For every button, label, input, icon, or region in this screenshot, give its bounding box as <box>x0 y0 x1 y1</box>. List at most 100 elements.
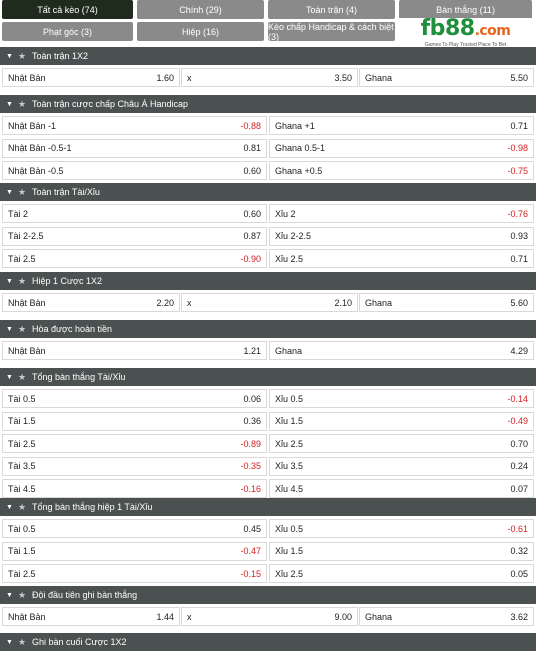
market-header[interactable]: ▼ ★ Toàn trận cược chấp Châu Á Handicap <box>0 95 536 113</box>
odds-value: 5.60 <box>510 297 528 308</box>
selection-label: Nhật Bản -0.5-1 <box>8 143 72 153</box>
odds-cell[interactable]: Xỉu 3.5 0.24 <box>269 456 534 476</box>
odds-cell[interactable]: Xỉu 1.5 0.32 <box>269 541 534 561</box>
odds-cell[interactable]: Tài 4.5 -0.16 <box>2 479 267 498</box>
odds-cell[interactable]: Nhật Bản 1.21 <box>2 341 267 360</box>
odds-cell[interactable]: Tài 0.5 0.06 <box>2 389 267 408</box>
odds-value: -0.98 <box>507 143 528 153</box>
odds-cell[interactable]: Ghana 4.29 <box>269 341 534 360</box>
chevron-down-icon: ▼ <box>6 277 13 285</box>
odds-cell[interactable]: Xỉu 2.5 0.71 <box>269 249 534 268</box>
odds-cell[interactable]: Ghana +0.5 -0.75 <box>269 161 534 180</box>
market-header[interactable]: ▼ ★ Hòa được hoàn tiền <box>0 320 536 338</box>
odds-cell[interactable]: Tài 3.5 -0.35 <box>2 456 267 476</box>
odds-value: -0.35 <box>240 461 261 471</box>
star-icon[interactable]: ★ <box>17 275 27 286</box>
odds-value: 9.00 <box>334 611 352 622</box>
chevron-down-icon: ▼ <box>6 591 13 599</box>
odds-cell[interactable]: Ghana +1 0.71 <box>269 116 534 135</box>
odds-cell[interactable]: Xỉu 2 -0.76 <box>269 204 534 223</box>
selection-label: Xỉu 0.5 <box>275 393 304 404</box>
selection-label: Tài 2 <box>8 208 29 219</box>
market-header[interactable]: ▼ ★ Tổng bàn thắng Tài/Xỉu <box>0 368 536 386</box>
tab-all-markets[interactable]: Tất cả kèo (74) <box>2 0 133 19</box>
tab-goals[interactable]: Bàn thắng (11) <box>399 0 532 19</box>
odds-cell[interactable]: Tài 1.5 -0.47 <box>2 541 267 561</box>
star-icon[interactable]: ★ <box>17 589 27 600</box>
market-title: Toàn trận 1X2 <box>32 51 89 61</box>
odds-value: 0.06 <box>243 393 261 404</box>
odds-cell[interactable]: Xỉu 0.5 -0.14 <box>269 389 534 408</box>
chevron-down-icon: ▼ <box>6 373 13 381</box>
odds-value: 0.87 <box>243 231 261 241</box>
market-header[interactable]: ▼ ★ Ghi bàn cuối Cược 1X2 <box>0 633 536 651</box>
odds-cell[interactable]: x 2.10 <box>181 293 358 312</box>
odds-cell[interactable]: x 9.00 <box>181 607 358 626</box>
market-title: Hiệp 1 Cược 1X2 <box>32 276 102 286</box>
odds-value: 0.24 <box>510 461 528 471</box>
star-icon[interactable]: ★ <box>17 636 27 647</box>
odds-cell[interactable]: Nhật Bản -0.5 0.60 <box>2 161 267 180</box>
odds-value: 0.32 <box>510 546 528 556</box>
selection-label: Ghana <box>275 345 303 356</box>
selection-label: x <box>187 611 192 622</box>
odds-cell[interactable]: Xỉu 1.5 -0.49 <box>269 411 534 431</box>
market-header[interactable]: ▼ ★ Toàn trận 1X2 <box>0 47 536 65</box>
tab-main[interactable]: Chính (29) <box>137 0 264 19</box>
selection-label: Xỉu 2-2.5 <box>275 231 312 241</box>
odds-cell[interactable]: Xỉu 0.5 -0.61 <box>269 519 534 538</box>
tab-full-match[interactable]: Toàn trận (4) <box>268 0 395 19</box>
odds-cell[interactable]: Ghana 5.50 <box>359 68 534 87</box>
selection-label: Xỉu 4.5 <box>275 483 304 494</box>
odds-value: 0.05 <box>510 568 528 579</box>
odds-value: 3.62 <box>510 611 528 622</box>
market-title: Tổng bàn thắng Tài/Xỉu <box>32 372 126 382</box>
odds-cell[interactable]: Tài 2 0.60 <box>2 204 267 223</box>
selection-label: Nhật Bản <box>8 345 46 356</box>
odds-cell[interactable]: Ghana 5.60 <box>359 293 534 312</box>
odds-cell[interactable]: Tài 1.5 0.36 <box>2 411 267 431</box>
star-icon[interactable]: ★ <box>17 50 27 61</box>
tab-corners[interactable]: Phạt góc (3) <box>2 22 133 41</box>
odds-cell[interactable]: x 3.50 <box>181 68 358 87</box>
odds-cell[interactable]: Ghana 0.5-1 -0.98 <box>269 138 534 158</box>
odds-cell[interactable]: Tài 2.5 -0.89 <box>2 434 267 453</box>
star-icon[interactable]: ★ <box>17 98 27 109</box>
market-header[interactable]: ▼ ★ Hiệp 1 Cược 1X2 <box>0 272 536 290</box>
star-icon[interactable]: ★ <box>17 323 27 334</box>
odds-cell[interactable]: Xỉu 4.5 0.07 <box>269 479 534 498</box>
odds-cell[interactable]: Xỉu 2.5 0.05 <box>269 564 534 583</box>
odds-cell[interactable]: Nhật Bản -0.5-1 0.81 <box>2 138 267 158</box>
odds-cell[interactable]: Tài 2.5 -0.90 <box>2 249 267 268</box>
market-title: Đội đầu tiên ghi bàn thắng <box>32 590 138 600</box>
market-header[interactable]: ▼ ★ Đội đầu tiên ghi bàn thắng <box>0 586 536 604</box>
market-header[interactable]: ▼ ★ Toàn trận Tài/Xỉu <box>0 183 536 201</box>
odds-cell[interactable]: Nhật Bản 1.60 <box>2 68 180 87</box>
odds-cell[interactable]: Xỉu 2-2.5 0.93 <box>269 226 534 246</box>
star-icon[interactable]: ★ <box>17 371 27 382</box>
odds-value: -0.89 <box>240 438 261 449</box>
star-icon[interactable]: ★ <box>17 186 27 197</box>
odds-value: 0.45 <box>243 523 261 534</box>
odds-cell[interactable]: Tài 2-2.5 0.87 <box>2 226 267 246</box>
odds-value: -0.90 <box>240 253 261 264</box>
odds-cell[interactable]: Ghana 3.62 <box>359 607 534 626</box>
odds-value: 2.20 <box>156 297 174 308</box>
odds-value: 0.36 <box>243 416 261 426</box>
star-icon[interactable]: ★ <box>17 501 27 512</box>
selection-label: Tài 2.5 <box>8 568 36 579</box>
tab-handicap[interactable]: Kèo chấp Handicap & cách biệt (3) <box>268 21 395 42</box>
odds-cell[interactable]: Tài 2.5 -0.15 <box>2 564 267 583</box>
odds-cell[interactable]: Tài 0.5 0.45 <box>2 519 267 538</box>
fb88-logo: fb88.com Games To Play Trusted Place To … <box>399 17 532 48</box>
odds-cell[interactable]: Nhật Bản 2.20 <box>2 293 180 312</box>
odds-cell[interactable]: Xỉu 2.5 0.70 <box>269 434 534 453</box>
chevron-down-icon: ▼ <box>6 100 13 108</box>
market-header[interactable]: ▼ ★ Tổng bàn thắng hiệp 1 Tài/Xỉu <box>0 498 536 516</box>
tab-halves[interactable]: Hiệp (16) <box>137 22 264 41</box>
odds-value: 0.60 <box>243 208 261 219</box>
odds-value: -0.15 <box>240 568 261 579</box>
odds-cell[interactable]: Nhật Bản 1.44 <box>2 607 180 626</box>
odds-value: -0.75 <box>507 165 528 176</box>
odds-cell[interactable]: Nhật Bản -1 -0.88 <box>2 116 267 135</box>
